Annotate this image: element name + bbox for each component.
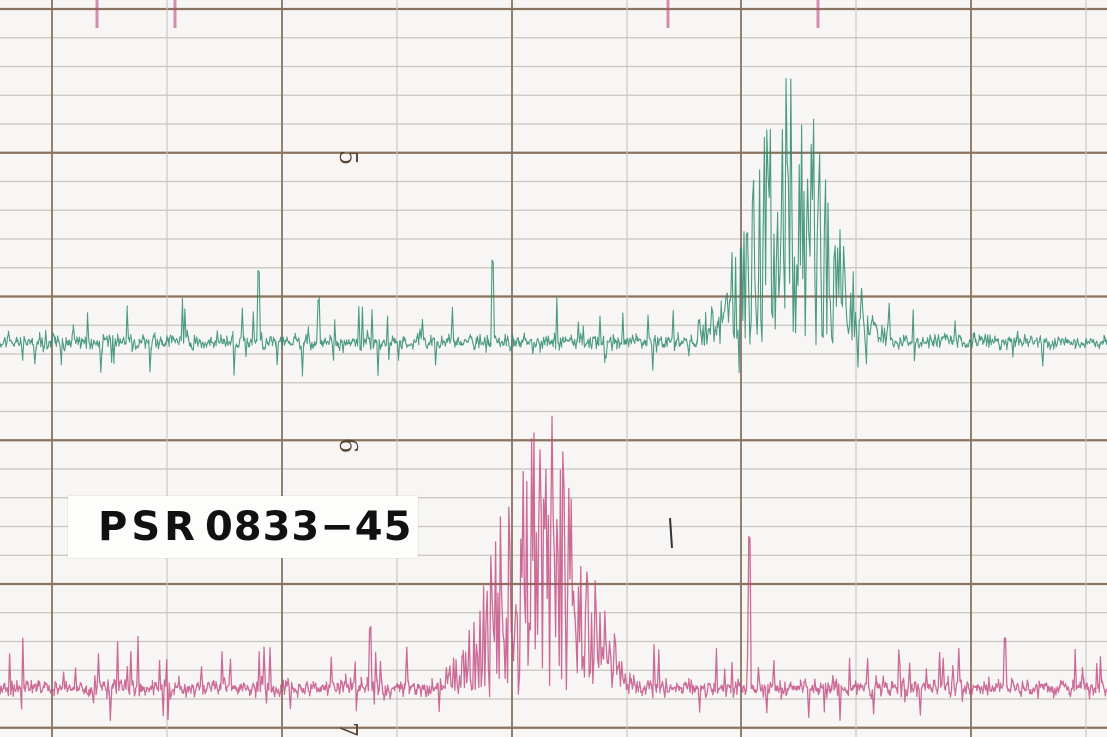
label-designation: 0833−45 <box>204 504 413 550</box>
chart-number-5: 5 <box>334 150 362 165</box>
green-pulse-trace <box>0 77 1107 377</box>
pen-mark <box>669 517 673 549</box>
label-prefix: PSR <box>98 504 199 550</box>
top-tick-marks <box>95 0 820 28</box>
pink-pulse-trace <box>0 415 1107 722</box>
chart-number-7: 7 <box>334 722 362 737</box>
chart-numbers: 5 6 7 <box>334 150 362 737</box>
chart-number-6: 6 <box>334 438 362 453</box>
pulsar-label-card: PSR 0833−45 <box>68 496 418 558</box>
